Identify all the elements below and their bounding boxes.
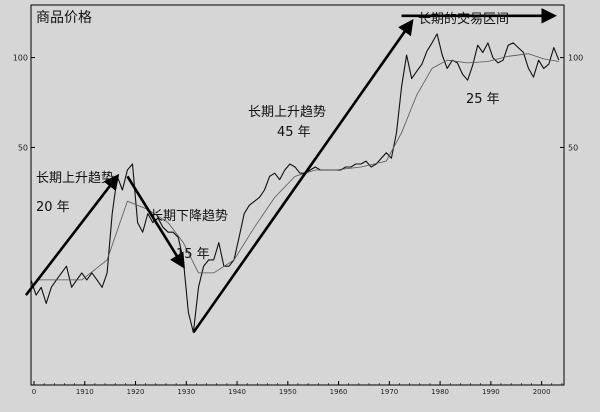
plot-border	[30, 4, 565, 386]
trend-arrow-3	[192, 19, 414, 334]
y-tick-label-left: 50	[18, 143, 28, 152]
moving-average-line	[36, 53, 559, 281]
annotation-label: 长期下降趋势	[150, 208, 228, 224]
chart-title: 商品价格	[36, 10, 92, 26]
x-tick-label: 1960	[330, 388, 348, 396]
y-axis-right: 100 50	[560, 54, 583, 152]
y-axis-left: 100 50	[13, 54, 35, 152]
x-tick-label: 1910	[76, 388, 94, 396]
y-tick-label-right: 50	[568, 143, 578, 152]
x-tick-label: 1920	[127, 388, 145, 396]
x-tick-label: 2000	[533, 388, 551, 396]
x-tick-label: 1930	[177, 388, 195, 396]
x-tick-label: 1990	[482, 388, 500, 396]
annotation-label: 长期上升趋势	[36, 170, 114, 186]
annotation-duration: 45 年	[277, 125, 311, 140]
trend-arrows	[24, 8, 557, 334]
x-tick-label: 1980	[431, 388, 449, 396]
x-tick-label: 1940	[228, 388, 246, 396]
x-tick-label: 1950	[279, 388, 297, 396]
annotation-duration: 15 年	[176, 247, 210, 262]
x-tick-label: 1970	[380, 388, 398, 396]
y-tick-label-left: 100	[13, 54, 28, 63]
trend-arrow-2	[126, 175, 185, 269]
x-tick-label: 0	[32, 388, 36, 396]
annotation-duration: 20 年	[36, 200, 70, 215]
annotation-duration: 25 年	[466, 92, 500, 107]
y-tick-label-right: 100	[568, 54, 583, 63]
x-axis: 0 1910 1920 1930 1940 1950 1960 1970 1980 1990 200…	[32, 381, 563, 396]
annotation-label: 长期的交易区间	[418, 11, 509, 27]
trend-arrow-1	[24, 173, 120, 296]
annotation-label: 长期上升趋势	[248, 104, 326, 120]
